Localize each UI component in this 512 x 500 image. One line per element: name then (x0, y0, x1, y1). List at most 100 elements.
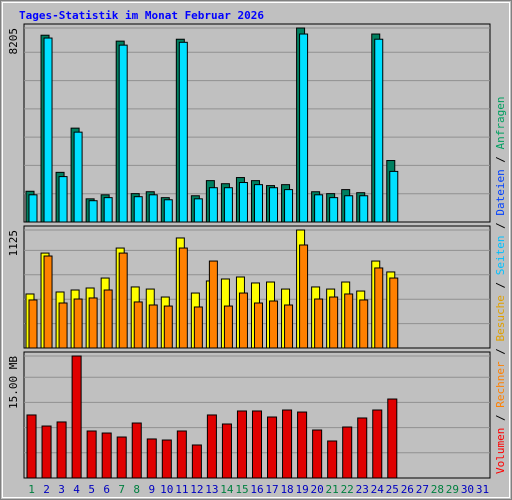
x-tick-label: 8 (133, 483, 140, 496)
bar (372, 409, 383, 479)
x-tick-label: 24 (371, 483, 385, 496)
bar (269, 187, 279, 223)
legend-separator: / (494, 342, 507, 362)
y-tick-label: 1125 (7, 230, 20, 257)
bar (342, 426, 353, 479)
bar (314, 194, 324, 223)
bar (101, 432, 112, 479)
bar (359, 299, 369, 349)
x-tick-label: 18 (280, 483, 293, 496)
x-tick-label: 29 (446, 483, 459, 496)
y-tick-label: 15.00 MB (7, 356, 20, 409)
legend-entry: Rechner (494, 361, 507, 408)
legend-entry: Volumen (494, 428, 507, 474)
bar (223, 305, 233, 349)
bar (253, 302, 263, 349)
x-tick-label: 12 (190, 483, 203, 496)
bar (374, 267, 384, 349)
bar (329, 197, 339, 223)
bar (221, 423, 232, 479)
bar (314, 298, 324, 349)
bar (191, 444, 202, 479)
bar (208, 187, 218, 223)
x-tick-label: 23 (356, 483, 369, 496)
legend-separator: / (494, 149, 507, 169)
bar (269, 300, 279, 349)
bar (299, 244, 309, 349)
x-tick-label: 15 (235, 483, 248, 496)
bar (238, 182, 248, 223)
bar (176, 430, 187, 479)
x-tick-label: 14 (220, 483, 234, 496)
bar (146, 438, 157, 479)
x-tick-label: 7 (118, 483, 125, 496)
x-tick-label: 21 (326, 483, 339, 496)
bar (133, 301, 143, 349)
bar (56, 421, 67, 479)
x-tick-label: 19 (295, 483, 308, 496)
x-tick-label: 16 (250, 483, 263, 496)
legend-separator: / (494, 216, 507, 236)
x-tick-label: 22 (341, 483, 354, 496)
bar (329, 296, 339, 349)
x-tick-label: 6 (103, 483, 110, 496)
bar (389, 277, 399, 349)
bar (359, 195, 369, 223)
bar (118, 44, 128, 223)
bar (297, 411, 308, 479)
bar (389, 170, 399, 223)
x-tick-label: 17 (265, 483, 278, 496)
x-tick-label: 3 (58, 483, 65, 496)
bar (267, 416, 278, 479)
x-tick-label: 27 (416, 483, 429, 496)
bar (163, 305, 173, 349)
bar (344, 195, 354, 223)
bar (58, 302, 68, 349)
bar (178, 41, 188, 223)
bar (71, 355, 82, 479)
x-tick-label: 20 (311, 483, 324, 496)
chart-title: Tages-Statistik im Monat Februar 2026 (19, 9, 264, 22)
x-tick-label: 10 (160, 483, 173, 496)
bar (163, 199, 173, 223)
bar (387, 398, 398, 479)
legend-entry: Besuche (494, 295, 507, 341)
legend-separator: / (494, 275, 507, 295)
bar (43, 37, 53, 223)
bar (327, 440, 338, 479)
bar (374, 38, 384, 223)
legend-entry: Dateien (494, 169, 507, 215)
x-tick-label: 9 (148, 483, 155, 496)
bar (73, 131, 83, 223)
bar (238, 292, 248, 349)
bar (193, 198, 203, 223)
bar (284, 304, 294, 349)
bar (88, 297, 98, 349)
bar (148, 304, 158, 349)
bar (86, 430, 97, 479)
bar (236, 410, 247, 479)
x-tick-label: 11 (175, 483, 188, 496)
legend-entry: Seiten (494, 236, 507, 276)
bar (148, 194, 158, 223)
x-tick-label: 25 (386, 483, 399, 496)
bar (312, 429, 323, 479)
x-tick-label: 5 (88, 483, 95, 496)
x-tick-label: 4 (73, 483, 80, 496)
legend-separator: / (494, 408, 507, 428)
y-tick-label: 8205 (7, 28, 20, 55)
x-tick-label: 13 (205, 483, 218, 496)
bar (133, 196, 143, 223)
bar (206, 414, 217, 479)
bar (118, 252, 128, 349)
bar (344, 293, 354, 349)
bar (103, 197, 113, 223)
bar (73, 298, 83, 349)
bar (282, 409, 293, 479)
x-tick-label: 28 (431, 483, 444, 496)
x-tick-label: 26 (401, 483, 414, 496)
x-tick-label: 1 (28, 483, 35, 496)
x-tick-label: 30 (461, 483, 474, 496)
bar (299, 33, 309, 223)
